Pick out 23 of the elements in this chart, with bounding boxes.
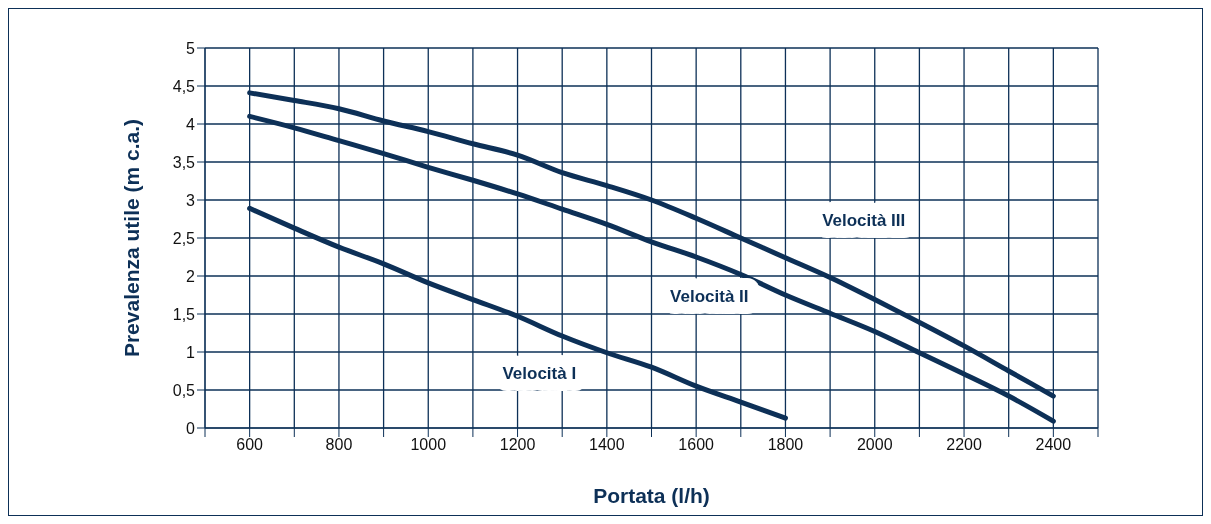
x-tick-label: 1600 bbox=[678, 436, 715, 454]
x-tick-label: 1000 bbox=[410, 436, 447, 454]
y-tick-label: 2 bbox=[186, 267, 196, 285]
y-tick-label: 1 bbox=[186, 343, 196, 361]
x-tick-label: 800 bbox=[325, 436, 353, 454]
x-tick-label: 2200 bbox=[946, 436, 982, 454]
x-axis-title: Portata (l/h) bbox=[593, 484, 710, 507]
y-tick-label: 2,5 bbox=[172, 229, 196, 247]
y-tick-label: 0 bbox=[186, 419, 196, 437]
y-tick-label: 3,5 bbox=[172, 153, 196, 171]
x-tick-label: 2000 bbox=[856, 436, 893, 454]
y-tick-label: 5 bbox=[186, 39, 196, 57]
x-tick-label: 2400 bbox=[1035, 436, 1072, 454]
y-tick-label: 3 bbox=[186, 191, 196, 209]
x-tick-label: 1400 bbox=[589, 436, 625, 454]
x-tick-label: 600 bbox=[236, 436, 264, 454]
y-tick-label: 0,5 bbox=[172, 381, 196, 399]
y-tick-label: 4,5 bbox=[172, 77, 196, 95]
y-tick-label: 1,5 bbox=[172, 305, 196, 323]
x-tick-label: 1800 bbox=[767, 436, 804, 454]
y-axis-title: Prevalenza utile (m c.a.) bbox=[120, 118, 144, 358]
y-tick-label: 4 bbox=[186, 115, 196, 133]
x-tick-label: 1200 bbox=[499, 436, 536, 454]
